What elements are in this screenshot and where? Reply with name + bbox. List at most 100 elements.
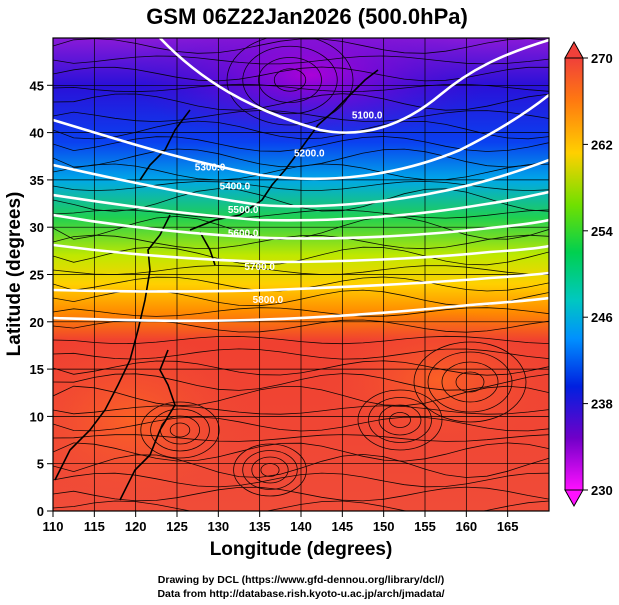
streamline: [53, 93, 549, 111]
streamline: [53, 335, 549, 345]
contour-label: 5300.0: [195, 162, 226, 173]
vortex-streamline: [242, 45, 338, 115]
x-tick-label: 140: [290, 519, 312, 534]
colorbar-scale: [564, 57, 584, 491]
y-tick-label: 0: [37, 504, 44, 519]
colorbar-tick-label: 238: [591, 397, 613, 412]
credit-data: Data from http://database.rish.kyoto-u.a…: [157, 588, 444, 600]
contour-label: 5400.0: [220, 181, 251, 192]
vortex-streamline: [273, 68, 307, 92]
streamline: [53, 265, 549, 275]
y-tick-label: 5: [37, 457, 44, 472]
streamline: [53, 66, 549, 82]
contour-label: 5800.0: [253, 295, 284, 306]
contour-5700: [53, 271, 549, 293]
colorbar-tick-label: 254: [591, 224, 613, 239]
streamline: [53, 83, 549, 93]
y-axis: 0 5 10 15 20 25 30 35 40 45: [30, 78, 53, 519]
vortex-streamline: [251, 456, 289, 484]
streamline: [53, 148, 549, 168]
streamline: [53, 434, 549, 442]
vortex-streamline: [413, 341, 527, 423]
y-tick-label: 15: [30, 362, 44, 377]
colorbar-tick-label: 246: [591, 310, 613, 325]
x-tick-label: 130: [207, 519, 229, 534]
x-tick-label: 165: [497, 519, 519, 534]
warm-region-west: [53, 330, 250, 510]
x-tick-label: 115: [84, 519, 105, 534]
coastline-korea-north: [139, 109, 191, 181]
x-tick-label: 135: [249, 519, 271, 534]
streamline: [53, 500, 549, 511]
contour-label: 5100.0: [352, 110, 383, 121]
streamline: [53, 209, 549, 219]
streamline: [53, 442, 549, 462]
streamline: [53, 55, 549, 65]
vortex-streamline: [260, 463, 280, 477]
y-tick-label: 10: [30, 409, 44, 424]
contour-5500: [53, 213, 549, 240]
vortex-streamline: [226, 38, 354, 126]
colorbar-max-arrow: [564, 40, 584, 59]
credit-drawing: Drawing by DCL (https://www.gfd-dennou.o…: [158, 574, 444, 586]
contour-5600: [53, 243, 549, 264]
x-tick-label: 155: [414, 519, 436, 534]
colorbar-tick-label: 270: [591, 51, 613, 66]
coastline-philippines: [119, 349, 176, 501]
contour-label: 5200.0: [294, 148, 325, 159]
streamline: [53, 453, 549, 478]
y-tick-label: 30: [30, 220, 44, 235]
streamline: [53, 307, 549, 317]
contour-label: 5500.0: [228, 205, 259, 216]
map-grid: [53, 38, 549, 511]
streamline: [53, 246, 549, 266]
vortex-streamline: [368, 397, 432, 443]
streamline: [53, 472, 549, 488]
vortex-streamline: [150, 408, 210, 452]
y-tick-label: 25: [30, 268, 44, 283]
x-axis-label: Longitude (degrees): [210, 539, 393, 560]
vortex-streamline: [258, 57, 322, 103]
streamline: [53, 234, 549, 250]
contour-label: 5600.0: [228, 229, 259, 240]
x-tick-label: 150: [373, 519, 395, 534]
contour-5300: [53, 158, 549, 208]
vortex-streamline: [140, 401, 220, 459]
map-title: GSM 06Z22Jan2026 (500.0hPa): [146, 4, 468, 29]
streamline: [53, 385, 549, 407]
y-axis-label: Latitude (degrees): [4, 192, 25, 357]
streamline: [53, 360, 549, 376]
coastlines: [54, 69, 379, 501]
contour-labels: 5100.0 5200.0 5300.0 5400.0 5500.0 5600.0 5700…: [195, 110, 383, 305]
streamline: [53, 486, 549, 502]
x-tick-label: 120: [125, 519, 147, 534]
streamline: [53, 405, 549, 415]
contour-5100: [159, 38, 549, 134]
colorbar-ticks: 270 262 254 246 238 230: [583, 51, 613, 498]
y-tick-label: 35: [30, 173, 44, 188]
streamline: [53, 163, 549, 181]
x-tick-label: 110: [43, 519, 64, 534]
coastline-japan: [189, 69, 379, 231]
vortex-streamline: [357, 389, 443, 451]
streamline: [53, 373, 549, 391]
height-contours: [53, 38, 549, 323]
x-axis: 110 115 120 125 130 135 140 145 150 155 160 165: [43, 511, 519, 534]
colorbar-tick-label: 262: [591, 137, 613, 152]
coastline-china: [54, 214, 171, 481]
contour-label: 5700.0: [244, 262, 275, 273]
vortex-streamline: [455, 371, 485, 393]
x-tick-label: 145: [331, 519, 353, 534]
colorbar: 270 262 254 246 238 230: [564, 40, 613, 508]
vortex-streamline: [169, 422, 191, 438]
y-tick-label: 40: [30, 126, 44, 141]
streamline: [53, 38, 549, 54]
streamline: [53, 120, 549, 140]
cold-low-core: [130, 38, 490, 145]
contour-5800: [53, 296, 549, 323]
x-tick-label: 125: [166, 519, 188, 534]
contour-5200: [53, 93, 549, 181]
map-plot-area: 5100.0 5200.0 5300.0 5400.0 5500.0 5600.0 5700…: [53, 38, 549, 511]
streamline: [53, 416, 549, 432]
